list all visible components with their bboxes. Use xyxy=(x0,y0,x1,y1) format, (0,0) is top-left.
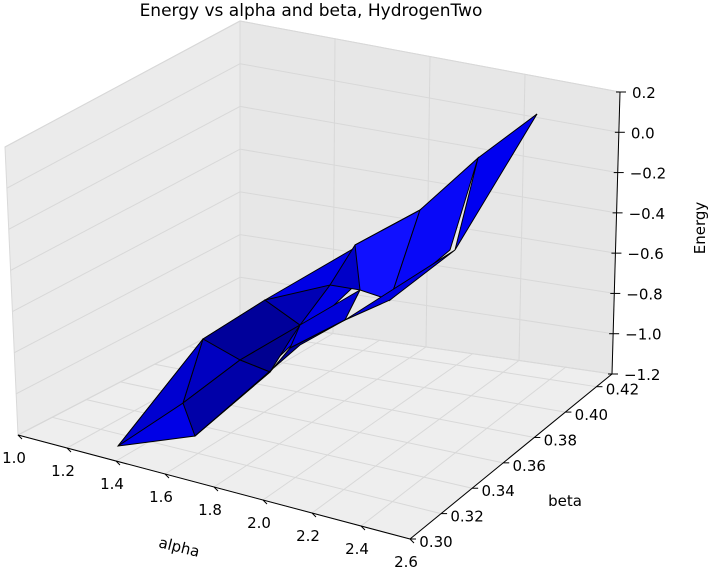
y-tick-label: 0.34 xyxy=(481,482,514,500)
y-tick-label: 0.42 xyxy=(606,381,639,399)
gridline xyxy=(14,234,241,354)
surface-facet xyxy=(194,319,346,437)
x-tick-label: 1.2 xyxy=(51,462,75,480)
z-tick-label: −1.0 xyxy=(625,326,661,344)
x-tick-mark xyxy=(262,499,268,505)
x-tick-label: 2.6 xyxy=(394,553,418,571)
z-axis-line xyxy=(611,91,621,375)
z-axis-label: Energy xyxy=(691,202,708,255)
surface-facet xyxy=(263,284,332,326)
x-tick-label: 2.2 xyxy=(296,527,320,545)
y-tick-label: 0.36 xyxy=(513,457,546,475)
gridline xyxy=(518,74,526,361)
z-tick-label: −0.6 xyxy=(627,245,663,263)
y-tick-label: 0.38 xyxy=(544,431,577,449)
y-ticks: 0.30 0.32 0.34 0.36 0.38 0.40 0.42 xyxy=(410,381,639,551)
x-tick-label: 1.4 xyxy=(100,475,124,493)
z-ticks: −1.2 −1.0 −0.8 −0.6 −0.4 −0.2 0.0 0.2 xyxy=(608,84,666,384)
gridline xyxy=(4,20,241,148)
gridline xyxy=(262,353,473,501)
x-tick-mark xyxy=(164,473,170,479)
x-tick-mark xyxy=(17,434,23,440)
gridline xyxy=(164,339,380,475)
z-tick-label: −0.4 xyxy=(629,205,665,223)
x-tick-label: 1.0 xyxy=(2,449,26,467)
x-tick-label: 1.6 xyxy=(149,488,173,506)
y-tick-label: 0.30 xyxy=(419,533,452,551)
z-tick-label: 0.0 xyxy=(631,124,655,142)
z-tick-label: −0.8 xyxy=(626,285,662,303)
y-tick-label: 0.32 xyxy=(450,508,483,526)
x-tick-label: 2.4 xyxy=(345,540,369,558)
surface-facet xyxy=(117,338,204,447)
x-tick-mark xyxy=(66,447,72,453)
gridline xyxy=(360,366,566,527)
x-tick-label: 2.0 xyxy=(247,514,271,532)
x-tick-mark xyxy=(409,538,415,544)
gridline xyxy=(15,276,241,395)
z-tick-label: −1.2 xyxy=(624,366,660,384)
x-tick-mark xyxy=(213,486,219,492)
gridline xyxy=(6,63,241,189)
gridline xyxy=(311,360,520,514)
x-tick-mark xyxy=(360,525,366,531)
z-tick-label: −0.2 xyxy=(630,165,666,183)
x-axis-label: alpha xyxy=(157,533,202,561)
energy-surface xyxy=(116,113,538,447)
x-tick-mark xyxy=(115,460,121,466)
gridline xyxy=(52,416,442,515)
gridline xyxy=(12,191,241,313)
gridline xyxy=(213,346,427,488)
y-axis-label: beta xyxy=(548,492,582,510)
chart-title: Energy vs alpha and beta, HydrogenTwo xyxy=(140,1,483,21)
y-tick-label: 0.40 xyxy=(575,406,608,424)
y-axis-line xyxy=(409,373,613,540)
surface-facet xyxy=(344,249,456,321)
x-tick-label: 1.8 xyxy=(198,501,222,519)
surface-facet xyxy=(388,156,479,302)
gridline xyxy=(8,105,241,230)
x-ticks: 1.0 1.2 1.4 1.6 1.8 2.0 2.2 2.4 2.6 xyxy=(2,434,418,571)
surface-facet xyxy=(454,113,538,251)
z-tick-label: 0.2 xyxy=(632,84,656,102)
gridline xyxy=(425,56,431,348)
x-tick-mark xyxy=(311,512,317,518)
gridline xyxy=(10,148,241,271)
